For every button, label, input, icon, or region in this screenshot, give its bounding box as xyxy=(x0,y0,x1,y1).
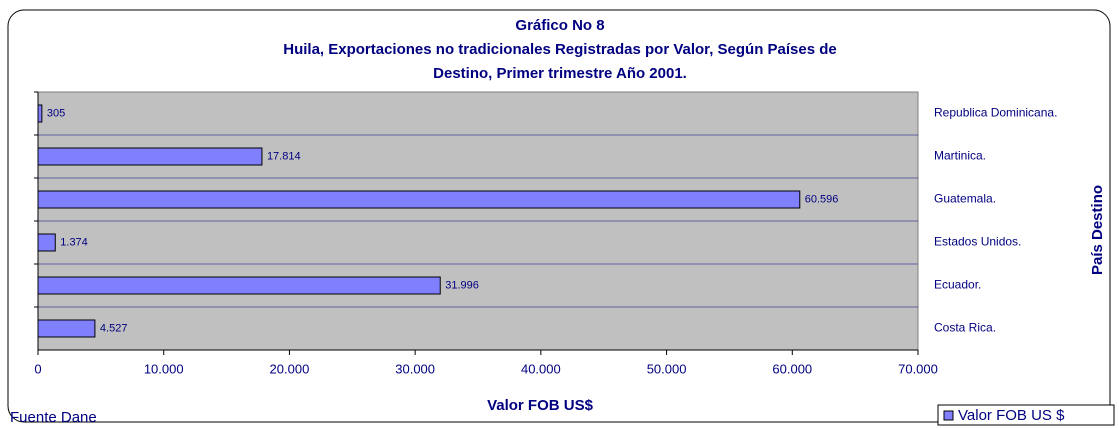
bar xyxy=(37,233,56,252)
x-tick-label: 70.000 xyxy=(898,361,938,376)
x-tick-label: 10.000 xyxy=(144,361,184,376)
legend-box xyxy=(937,404,1115,426)
value-label: 1.374 xyxy=(60,236,88,248)
y-tick-label: Republica Dominicana. xyxy=(934,106,1057,120)
y-tick-label: Costa Rica. xyxy=(934,321,996,335)
value-label: 4.527 xyxy=(100,322,128,334)
value-label: 31.996 xyxy=(445,279,479,291)
y-tick-label: Estados Unidos. xyxy=(934,235,1021,249)
y-tick-label: Ecuador. xyxy=(934,278,981,292)
x-axis-title: Valor FOB US$ xyxy=(487,397,594,414)
chart-title: Gráfico No 8 xyxy=(515,17,604,34)
x-tick-label: 60.000 xyxy=(772,361,812,376)
legend-label: Valor FOB US $ xyxy=(958,407,1065,424)
bar xyxy=(37,104,43,123)
y-tick-label: Martinica. xyxy=(934,149,986,163)
chart-title: Huila, Exportaciones no tradicionales Re… xyxy=(283,41,837,58)
x-tick-label: 50.000 xyxy=(647,361,687,376)
value-label: 60.596 xyxy=(805,193,839,205)
legend-swatch xyxy=(943,410,954,421)
chart-title: Destino, Primer trimestre Año 2001. xyxy=(433,65,687,82)
y-axis-title: País Destino xyxy=(1089,185,1106,275)
bar xyxy=(37,147,263,166)
y-tick-label: Guatemala. xyxy=(934,192,996,206)
bar xyxy=(37,319,96,338)
x-tick-label: 0 xyxy=(34,361,41,376)
value-label: 17.814 xyxy=(267,150,301,162)
bar xyxy=(37,190,801,209)
x-tick-label: 40.000 xyxy=(521,361,561,376)
source-note: Fuente Dane xyxy=(10,409,97,426)
bar xyxy=(37,276,441,295)
value-label: 305 xyxy=(47,107,65,119)
x-tick-label: 30.000 xyxy=(395,361,435,376)
x-tick-label: 20.000 xyxy=(270,361,310,376)
